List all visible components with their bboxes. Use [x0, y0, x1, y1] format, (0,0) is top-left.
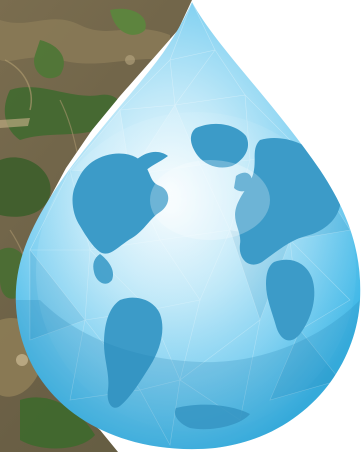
globe-icon	[15, 112, 360, 450]
